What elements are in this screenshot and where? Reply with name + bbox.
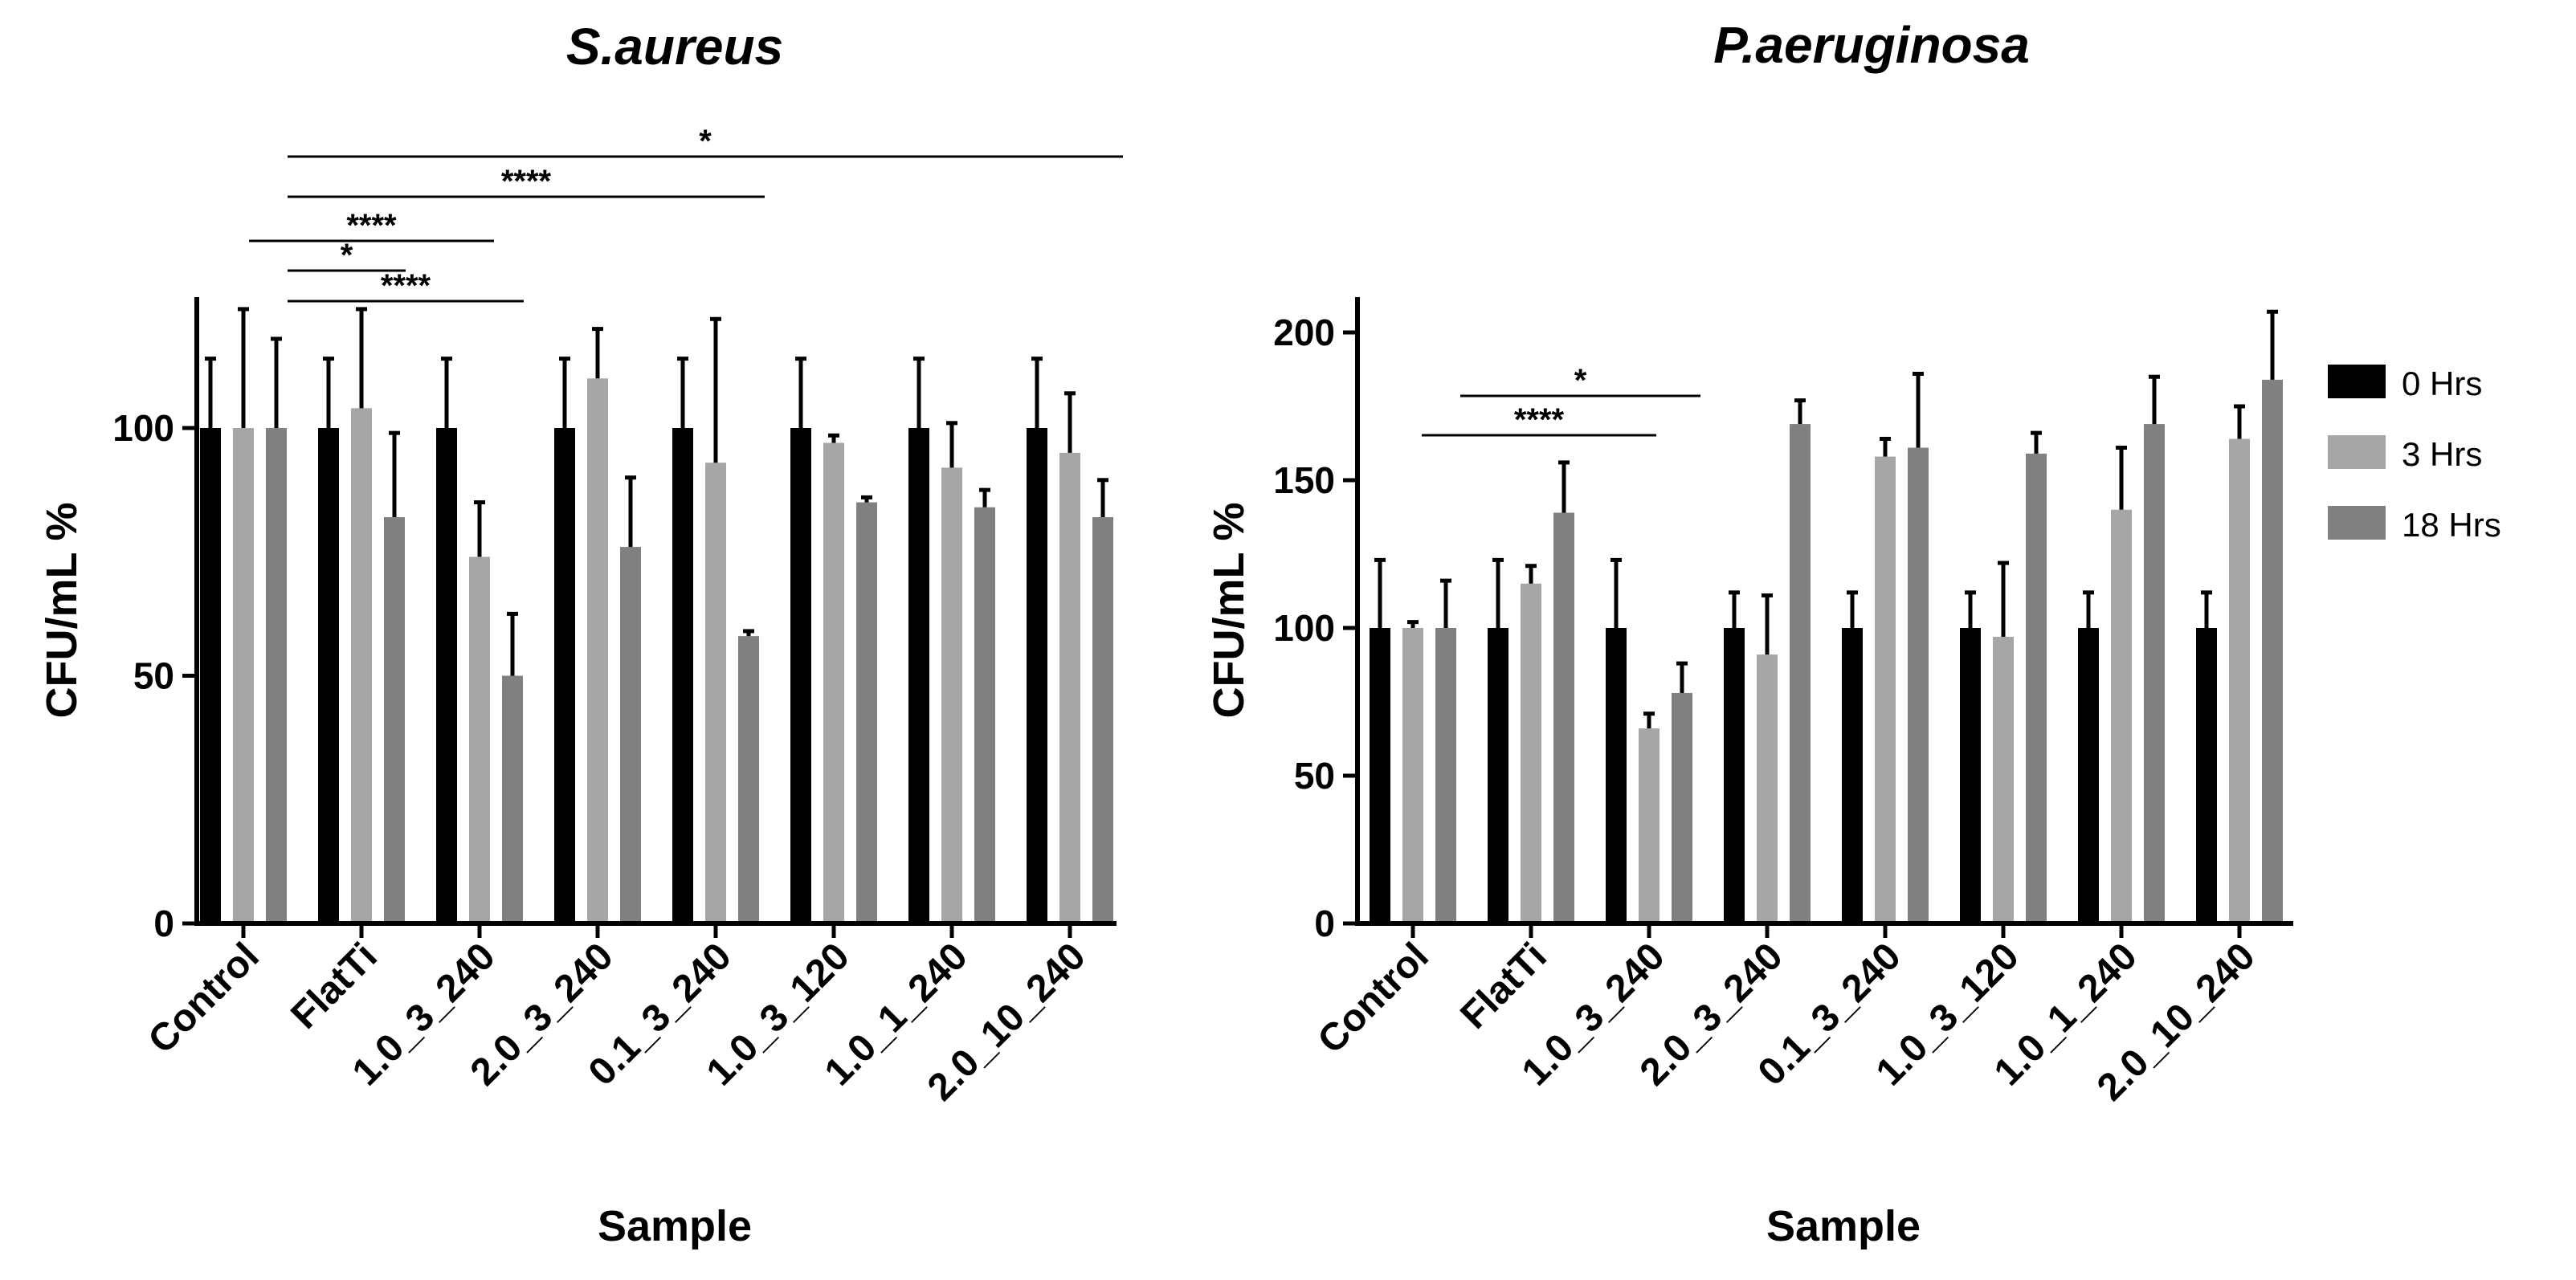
chart2-bar-2-2 xyxy=(1672,692,1692,923)
chart2-bar-6-0 xyxy=(2078,628,2099,923)
chart1-bar-7-0 xyxy=(1027,428,1047,923)
chart2-y-tick-label-0: 0 xyxy=(1314,903,1335,944)
chart1-x-tick-label-0: Control xyxy=(141,935,267,1062)
chart1-bar-5-1 xyxy=(823,442,844,923)
chart1-y-axis-label: CFU/mL % xyxy=(38,502,86,718)
legend-label-3hrs: 3 Hrs xyxy=(2402,435,2482,473)
chart2-bar-0-0 xyxy=(1370,628,1390,923)
chart2-title: P.aeruginosa xyxy=(1713,16,2030,74)
chart2-bar-0-2 xyxy=(1435,628,1456,923)
chart1-bar-0-2 xyxy=(266,428,287,923)
chart1-significance-label-0: * xyxy=(699,124,712,159)
chart2-bar-3-0 xyxy=(1724,628,1745,923)
chart1-bar-1-2 xyxy=(384,517,405,923)
chart1-bar-6-2 xyxy=(974,507,995,923)
chart1-title: S.aureus xyxy=(566,18,783,75)
chart1-significance-label-1: **** xyxy=(501,164,552,199)
chart2-bar-1-0 xyxy=(1488,628,1508,923)
chart2-bar-4-0 xyxy=(1842,628,1863,923)
chart1-bar-4-1 xyxy=(705,463,726,923)
legend-swatch-0hrs xyxy=(2328,365,2386,398)
chart2-x-tick-label-1: FlatTi xyxy=(1452,935,1554,1037)
chart1-bar-0-1 xyxy=(233,428,254,923)
chart1-bar-1-1 xyxy=(351,408,372,923)
chart2-y-tick-label-1: 50 xyxy=(1294,755,1335,797)
chart1-significance-label-3: * xyxy=(341,238,353,273)
chart2-bar-7-2 xyxy=(2262,379,2283,923)
legend: 0 Hrs 3 Hrs 18 Hrs xyxy=(2328,365,2501,544)
legend-label-18hrs: 18 Hrs xyxy=(2402,506,2501,544)
legend-label-0hrs: 0 Hrs xyxy=(2402,365,2482,402)
chart2-bar-7-1 xyxy=(2229,438,2250,923)
chart1-bar-0-0 xyxy=(200,428,221,923)
chart2-x-axis-label: Sample xyxy=(1766,1202,1921,1250)
chart2-bar-4-2 xyxy=(1908,447,1929,923)
chart2-bar-5-1 xyxy=(1993,637,2014,923)
chart2-bar-5-2 xyxy=(2026,453,2047,923)
chart2-y-tick-label-4: 200 xyxy=(1273,312,1335,353)
chart2-bar-5-0 xyxy=(1960,628,1981,923)
chart1-bar-2-0 xyxy=(436,428,457,923)
chart2-x-tick-label-0: Control xyxy=(1310,935,1437,1062)
chart2-bar-2-0 xyxy=(1606,628,1627,923)
chart1-x-axis-label: Sample xyxy=(598,1202,752,1250)
legend-swatch-18hrs xyxy=(2328,506,2386,540)
chart1-bar-7-1 xyxy=(1059,452,1080,923)
chart1-bar-2-1 xyxy=(469,556,490,923)
chart1-bar-2-2 xyxy=(502,675,523,923)
chart1-y-tick-label-1: 50 xyxy=(133,655,174,697)
chart1-bar-1-0 xyxy=(318,428,339,923)
chart1-bar-3-0 xyxy=(554,428,575,923)
chart2-bar-1-1 xyxy=(1521,583,1541,923)
chart2-y-tick-label-2: 100 xyxy=(1273,607,1335,649)
chart1-bar-3-2 xyxy=(620,547,641,923)
chart2-bar-7-0 xyxy=(2196,628,2217,923)
chart2-bar-1-2 xyxy=(1553,512,1574,923)
chart1-y-tick-label-2: 100 xyxy=(112,407,174,449)
chart1-bar-5-2 xyxy=(856,502,877,923)
chart2-bar-6-2 xyxy=(2144,424,2165,923)
chart1-significance-label-4: **** xyxy=(381,268,431,304)
chart2-y-axis-label: CFU/mL % xyxy=(1205,502,1253,718)
chart1-bar-7-2 xyxy=(1092,517,1113,923)
legend-swatch-3hrs xyxy=(2328,435,2386,469)
chart2-significance-label-1: **** xyxy=(1514,402,1565,438)
chart2-y-tick-label-3: 150 xyxy=(1273,459,1335,501)
chart2-bar-0-1 xyxy=(1402,628,1423,923)
chart2-bar-3-2 xyxy=(1790,424,1811,923)
chart1-bar-4-0 xyxy=(672,428,693,923)
chart1-significance-label-2: **** xyxy=(346,208,397,243)
chart2-bar-2-1 xyxy=(1639,728,1659,923)
chart2-bar-3-1 xyxy=(1757,654,1778,923)
chart1-bar-6-0 xyxy=(908,428,929,923)
chart1-bar-5-0 xyxy=(790,428,811,923)
chart1-bar-6-1 xyxy=(941,467,962,923)
chart2-significance-label-0: * xyxy=(1574,363,1587,398)
chart2-bar-4-1 xyxy=(1875,456,1896,923)
chart1-x-tick-label-1: FlatTi xyxy=(283,935,385,1037)
chart1-y-tick-label-0: 0 xyxy=(153,903,174,944)
chart1-bar-3-1 xyxy=(587,378,608,923)
chart2-bar-6-1 xyxy=(2111,509,2132,923)
chart1-bar-4-2 xyxy=(738,636,759,923)
